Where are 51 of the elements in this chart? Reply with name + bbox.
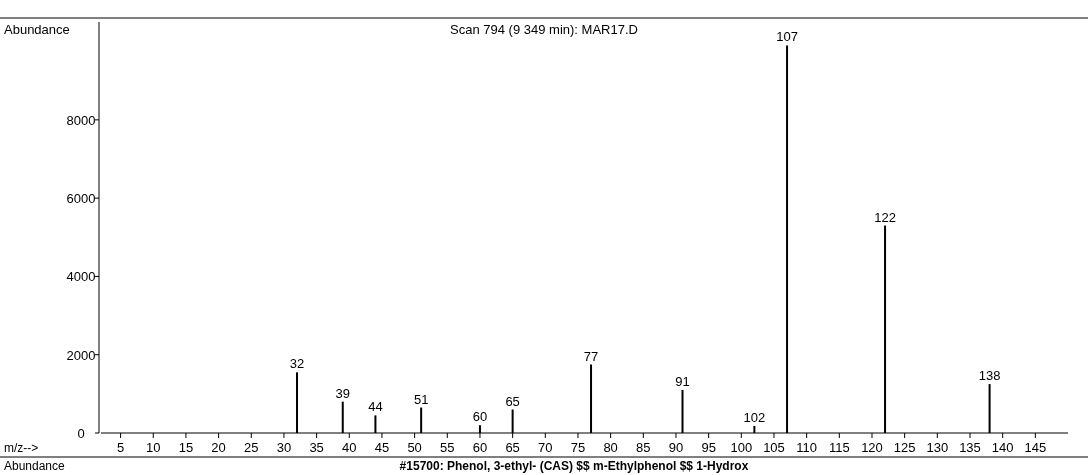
x-tick-label: 75 [570,440,586,455]
x-tick-label: 80 [603,440,618,455]
y-axis-title: Abundance [4,22,70,37]
x-tick-label: 90 [668,440,684,455]
x-tick-label: 85 [636,440,651,455]
x-tick-label: 25 [244,440,259,455]
x-tick-label: 125 [893,440,916,455]
x-tick-label: 145 [1024,440,1047,455]
annotation: 44 [368,399,383,415]
annotation: 91 [675,373,690,389]
x-tick-label: 50 [407,440,422,455]
annotation: 107 [776,29,798,45]
y-tick-label: 8000 [66,112,96,128]
x-tick-label: 140 [991,440,1014,455]
annotation: 39 [335,385,350,401]
x-tick-label: 20 [211,440,226,455]
x-axis-title: m/z--> [4,441,39,455]
x-tick-label: 35 [309,440,324,455]
x-tick-label: 5 [116,440,125,455]
x-tick-label: 135 [959,440,981,455]
y-tick-label: 4000 [66,269,96,285]
annotation: 51 [413,391,429,407]
x-tick-label: 45 [374,440,390,455]
x-tick-label: 70 [538,440,553,455]
x-tick-label: 65 [505,440,520,455]
x-tick-label: 15 [178,440,194,455]
x-tick-label: 100 [730,440,753,455]
text: Abundance [4,459,66,473]
y-tick-label: 2000 [66,347,96,363]
y-tick-label: 0 [77,426,85,441]
x-tick-label: 105 [763,440,785,455]
annotation: 65 [505,393,520,409]
text: #15700: Phenol, 3-ethyl- (CAS) $$ m-Ethylphenol $$ 1-Hydrox [399,459,749,473]
x-tick-label: 115 [828,440,850,455]
x-tick-label: 60 [472,440,488,455]
annotation: 122 [874,209,896,225]
x-tick-label: 10 [146,440,161,455]
x-tick-label: 130 [926,440,949,455]
annotation: 138 [978,368,1001,384]
y-tick-label: 6000 [66,191,96,207]
annotation: 32 [289,356,305,372]
annotation: 60 [472,409,488,425]
chart-title: Scan 794 (9 349 min): MAR17.D [450,22,638,37]
x-tick-label: 110 [796,440,818,455]
x-tick-label: 30 [276,440,292,455]
x-tick-label: 40 [342,440,357,455]
annotation: 77 [583,348,599,364]
x-tick-label: 120 [861,440,883,455]
x-tick-label: 95 [701,440,716,455]
x-tick-label: 55 [440,440,455,455]
annotation: 102 [743,409,766,425]
